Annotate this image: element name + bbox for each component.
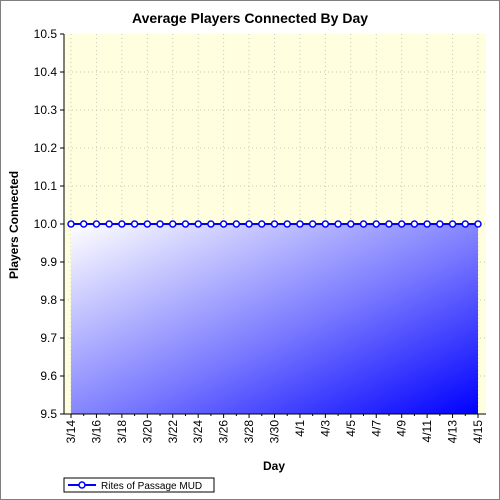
data-point: [92, 220, 101, 228]
y-tick-label: 9.9: [40, 255, 57, 269]
data-point: [410, 220, 419, 228]
x-tick-label: 3/16: [89, 420, 103, 444]
y-tick-label: 9.6: [40, 369, 57, 383]
data-point: [461, 220, 470, 228]
x-tick-label: 4/13: [446, 420, 460, 444]
data-point: [194, 220, 202, 228]
x-tick-label: 3/20: [140, 420, 154, 444]
axes: [60, 33, 486, 418]
data-point: [207, 220, 215, 228]
data-point: [334, 220, 342, 228]
data-point: [181, 220, 190, 228]
legend-label: Rites of Passage MUD: [101, 481, 202, 492]
area-fill: [71, 224, 478, 414]
data-point: [105, 220, 113, 228]
y-tick-label: 9.7: [40, 331, 57, 345]
data-point: [385, 220, 393, 228]
y-tick-label: 10.3: [34, 103, 58, 117]
y-tick-label: 10.4: [34, 65, 58, 79]
data-point: [436, 220, 444, 228]
data-point: [130, 220, 139, 228]
x-tick-label: 3/14: [64, 420, 78, 444]
data-point: [296, 220, 304, 228]
y-tick-label: 10.0: [34, 217, 58, 231]
x-tick-label: 3/18: [115, 420, 129, 444]
y-tick-label: 9.8: [40, 293, 57, 307]
legend: Rites of Passage MUD: [63, 477, 215, 493]
data-point: [347, 220, 355, 228]
data-point: [372, 220, 380, 228]
x-tick-labels: 3/14 3/16 3/18 3/20 3/22 3/24 3/26 3/28 3/30 4/1 4…: [64, 420, 485, 444]
data-point: [169, 220, 177, 228]
data-point: [270, 220, 279, 228]
x-tick-label: 3/24: [191, 420, 205, 444]
x-tick-label: 4/15: [471, 420, 485, 444]
y-tick-labels: 9.5 9.6 9.7 9.8 9.9 10.0 10.1 10.2 10.3 10.4 10.5: [34, 27, 58, 421]
legend-box: [63, 477, 215, 493]
x-tick-label: 4/3: [318, 420, 332, 437]
data-point: [283, 220, 291, 228]
data-point: [423, 220, 431, 228]
chart-title: Average Players Connected By Day: [132, 10, 368, 26]
x-tick-label: 3/26: [217, 420, 231, 444]
data-points: [67, 220, 482, 228]
data-point: [67, 220, 75, 228]
x-tick-label: 4/9: [395, 420, 409, 437]
y-axis-label: Players Connected: [7, 171, 21, 279]
data-point: [143, 220, 152, 228]
data-point: [118, 220, 126, 228]
x-tick-label: 3/22: [166, 420, 180, 444]
y-tick-label: 10.2: [34, 141, 58, 155]
data-point: [321, 220, 330, 228]
data-point: [79, 220, 88, 228]
x-tick-label: 4/5: [344, 420, 358, 437]
data-point: [156, 220, 164, 228]
x-tick-label: 3/28: [242, 420, 256, 444]
data-point: [359, 220, 368, 228]
y-tick-label: 10.5: [34, 27, 58, 41]
data-point: [474, 220, 482, 228]
x-axis-label: Day: [263, 459, 285, 473]
data-point: [219, 220, 228, 228]
data-point: [397, 220, 406, 228]
x-tick-label: 4/11: [420, 420, 434, 443]
data-point: [232, 220, 241, 228]
legend-marker: [78, 481, 86, 489]
data-point: [258, 220, 266, 228]
y-tick-label: 10.1: [34, 179, 58, 193]
y-tick-label: 9.5: [40, 407, 57, 421]
x-tick-label: 4/1: [293, 420, 307, 437]
data-point: [448, 220, 457, 228]
data-point: [245, 220, 253, 228]
data-point: [308, 220, 317, 228]
x-tick-label: 4/7: [369, 420, 383, 437]
x-tick-label: 3/30: [268, 420, 282, 444]
